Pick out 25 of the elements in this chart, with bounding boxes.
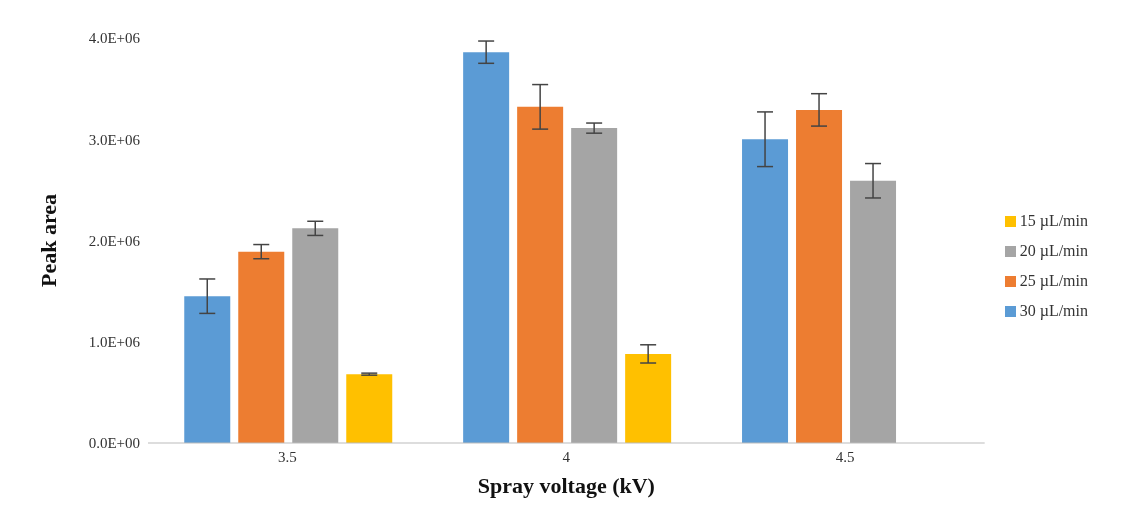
legend-label: 25 µL/min bbox=[1019, 271, 1088, 289]
y-tick-label: 4.0E+06 bbox=[88, 30, 141, 47]
bar bbox=[238, 251, 285, 443]
y-tick-label: 3.0E+06 bbox=[88, 131, 141, 148]
bar bbox=[571, 128, 618, 443]
legend-label: 15 µL/min bbox=[1019, 211, 1088, 229]
bar bbox=[463, 52, 510, 443]
bar bbox=[850, 180, 897, 443]
bar bbox=[292, 228, 339, 443]
bar bbox=[796, 109, 843, 443]
bar bbox=[625, 353, 672, 443]
legend-label: 20 µL/min bbox=[1019, 241, 1088, 259]
x-tick-label: 4 bbox=[562, 448, 571, 465]
x-tick-label: 3.5 bbox=[278, 448, 297, 465]
bar bbox=[184, 296, 231, 443]
legend-label: 30 µL/min bbox=[1019, 301, 1088, 319]
y-tick-label: 1.0E+06 bbox=[88, 334, 141, 351]
bar bbox=[517, 106, 564, 443]
y-tick-label: 2.0E+06 bbox=[88, 232, 141, 249]
bar bbox=[742, 139, 789, 443]
y-axis-title: Peak area bbox=[35, 193, 61, 288]
bar bbox=[346, 374, 393, 443]
x-axis-title: Spray voltage (kV) bbox=[477, 473, 655, 498]
x-tick-label: 4.5 bbox=[835, 448, 855, 465]
y-tick-label: 0.0E+00 bbox=[88, 435, 140, 452]
